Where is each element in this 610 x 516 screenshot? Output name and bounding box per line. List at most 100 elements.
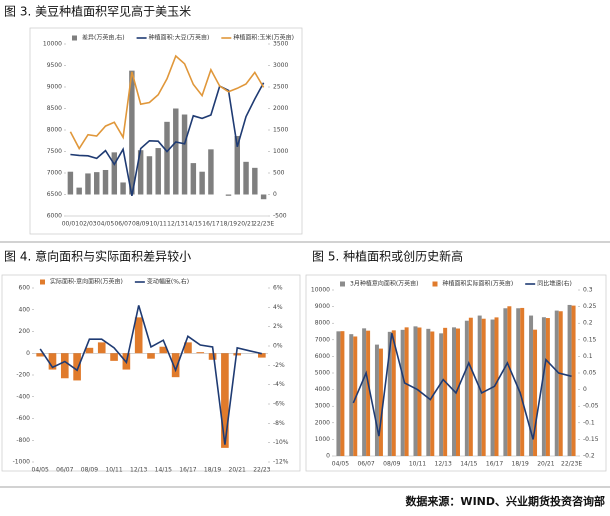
y2-tick-label: 3000: [273, 62, 288, 69]
bar: [520, 307, 525, 456]
x-tick-label: 00/01: [62, 221, 79, 228]
bar: [507, 306, 512, 456]
x-tick-label: 06/07: [114, 221, 131, 228]
bar: [260, 194, 267, 200]
legend-label: 差异(万英亩,右): [82, 34, 125, 42]
y-tick-label: -600: [16, 415, 30, 422]
bar: [129, 70, 135, 195]
y-tick-label: 10000: [311, 287, 330, 294]
bar: [73, 353, 81, 381]
x-tick-label: 04/05: [332, 461, 349, 468]
bar: [374, 344, 379, 456]
y2-tick-label: 0.05: [583, 370, 597, 377]
y-tick-label: 9000: [47, 84, 62, 91]
x-tick-label: 18/19: [512, 461, 529, 468]
y2-tick-label: -4%: [273, 381, 285, 388]
chart-frame: [29, 27, 303, 235]
y2-tick-label: 2500: [273, 84, 288, 91]
x-tick-label: 10/11: [105, 467, 122, 474]
bar: [120, 182, 126, 195]
bar: [378, 348, 383, 456]
bar: [567, 304, 572, 456]
legend-label: 种植面积:大豆(万英亩): [149, 34, 210, 42]
x-tick-label: 04/05: [97, 221, 114, 228]
y2-tick-label: 2000: [273, 105, 288, 112]
legend-swatch: [340, 281, 345, 287]
bar: [481, 318, 486, 456]
y-tick-label: 7000: [315, 336, 330, 343]
bar: [233, 353, 242, 356]
bar: [533, 329, 538, 456]
x-tick-label: 16/17: [486, 461, 503, 468]
y-tick-label: 200: [19, 328, 31, 335]
legend-swatch: [72, 35, 77, 41]
bar: [353, 336, 358, 456]
legend-label: 种植面积:玉米(万英亩): [233, 34, 294, 42]
line-series: [352, 333, 572, 440]
x-tick-label: 18/19: [220, 221, 237, 228]
y-tick-label: 0: [26, 350, 30, 357]
legend-label: 实际面积-意向面积(万英亩): [50, 278, 123, 286]
y-tick-label: 6500: [47, 191, 62, 198]
bar: [102, 169, 109, 195]
y-tick-label: 10000: [43, 41, 62, 48]
line-series: [69, 54, 265, 151]
y-tick-label: 3000: [315, 403, 330, 410]
legend-swatch: [432, 281, 438, 287]
bar: [134, 317, 143, 354]
y2-tick-label: 500: [273, 170, 285, 177]
bar: [545, 318, 550, 456]
x-tick-label: 06/07: [56, 467, 73, 474]
bar: [541, 317, 546, 456]
x-tick-label: 08/09: [383, 461, 400, 468]
bar: [387, 331, 392, 456]
y2-tick-label: -0.15: [583, 436, 599, 443]
bar: [48, 353, 57, 370]
bar: [362, 328, 367, 456]
bar: [36, 353, 44, 357]
y2-tick-label: -0.1: [583, 419, 595, 426]
bar: [391, 330, 396, 456]
bar: [60, 353, 69, 379]
y-tick-label: 1000: [315, 436, 330, 443]
x-tick-label: 22/23E: [253, 221, 274, 228]
y2-tick-label: -10%: [273, 439, 289, 446]
bar: [558, 311, 563, 456]
y-tick-label: 6000: [315, 353, 330, 360]
x-tick-label: 06/07: [357, 461, 374, 468]
y2-tick-label: 6%: [273, 285, 283, 292]
bar: [349, 334, 354, 456]
bar: [426, 328, 431, 456]
x-tick-label: 16/17: [202, 221, 219, 228]
x-tick-label: 18/19: [204, 467, 221, 474]
bar: [97, 342, 106, 354]
bar: [243, 161, 249, 195]
bar: [258, 353, 266, 358]
bar: [146, 156, 153, 195]
bar: [208, 149, 214, 195]
bar: [413, 326, 418, 456]
y-tick-label: 9500: [47, 62, 62, 69]
x-tick-label: 14/15: [185, 221, 202, 228]
bar: [181, 114, 188, 195]
y2-tick-label: 0.2: [583, 320, 593, 327]
y-tick-label: -1000: [13, 459, 31, 466]
x-tick-label: 14/15: [460, 461, 477, 468]
bar: [252, 167, 258, 195]
x-tick-label: 08/09: [81, 467, 98, 474]
bar: [400, 329, 405, 456]
y2-tick-label: -6%: [273, 401, 285, 408]
x-tick-label: 12/13: [435, 461, 452, 468]
y2-tick-label: 4%: [273, 304, 283, 311]
bar: [111, 152, 118, 195]
x-tick-label: 20/21: [537, 461, 554, 468]
y-tick-label: 7000: [47, 170, 62, 177]
legend-label: 种植面积实际面积(万英亩): [443, 280, 514, 288]
bar: [336, 331, 341, 456]
legend-swatch: [40, 279, 45, 285]
x-tick-label: 12/13: [167, 221, 184, 228]
bar: [159, 346, 168, 354]
bar: [110, 353, 118, 361]
line-series: [70, 82, 265, 196]
